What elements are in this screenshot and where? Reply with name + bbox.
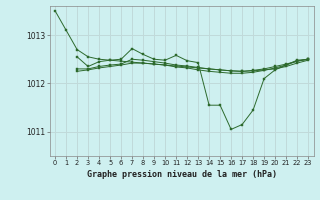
X-axis label: Graphe pression niveau de la mer (hPa): Graphe pression niveau de la mer (hPa) — [87, 170, 276, 179]
